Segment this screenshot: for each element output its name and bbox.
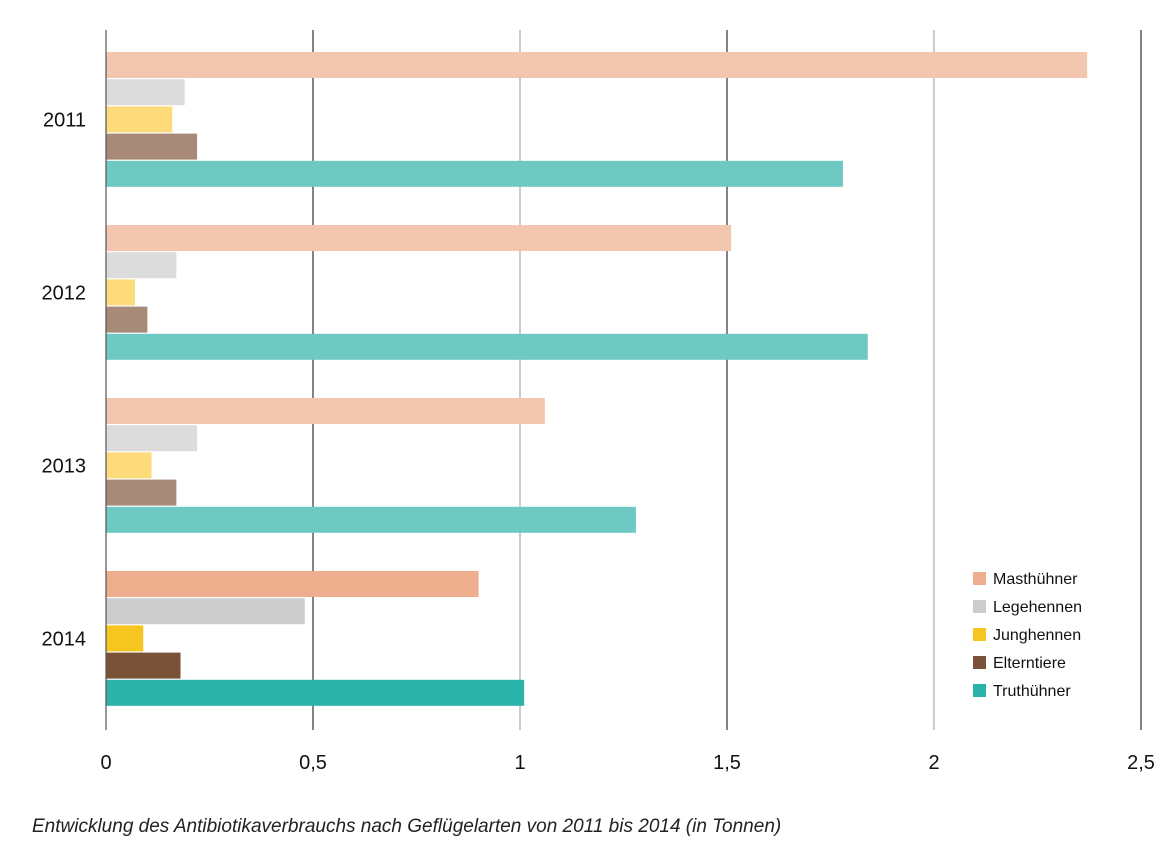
bar-2012-elterntiere: [106, 306, 148, 333]
bar-2011-junghennen: [106, 106, 173, 133]
category-labels: 2011 2012 2013 2014: [42, 109, 87, 650]
category-label-2012: 2012: [42, 282, 87, 304]
legend-swatch-legehennen: [973, 600, 986, 613]
legend-swatch-elterntiere: [973, 656, 986, 669]
x-tick-label-5: 2,5: [1127, 752, 1155, 774]
x-tick-label-0: 0: [100, 752, 111, 774]
bars: [106, 52, 1088, 706]
gridlines: [312, 30, 1142, 730]
bar-2011-masthühner: [106, 52, 1088, 78]
bar-2014-junghennen: [106, 625, 144, 652]
legend-swatch-masthühner: [973, 572, 986, 585]
bar-2014-truthühner: [106, 679, 525, 706]
bar-2013-truthühner: [106, 506, 636, 533]
legend-label-elterntiere: Elterntiere: [993, 655, 1066, 672]
x-tick-label-4: 2: [928, 752, 939, 774]
bar-2013-elterntiere: [106, 479, 177, 506]
legend-label-junghennen: Junghennen: [993, 627, 1081, 644]
bar-2011-elterntiere: [106, 133, 198, 160]
bar-2012-junghennen: [106, 279, 135, 306]
legend-label-masthühner: Masthühner: [993, 571, 1078, 588]
bar-2014-legehennen: [106, 598, 305, 625]
bar-2013-masthühner: [106, 398, 545, 424]
bar-2012-legehennen: [106, 252, 177, 279]
x-tick-label-1: 0,5: [299, 752, 327, 774]
bar-chart: 0 0,5 1 1,5 2 2,5 2011 2012 2013 2014 Masthühner…: [42, 30, 1155, 774]
bar-2014-masthühner: [106, 571, 479, 597]
category-label-2013: 2013: [42, 455, 87, 477]
x-tick-labels: 0 0,5 1 1,5 2 2,5: [100, 752, 1154, 774]
bar-2011-legehennen: [106, 79, 185, 106]
legend-swatch-junghennen: [973, 628, 986, 641]
legend-label-legehennen: Legehennen: [993, 599, 1082, 616]
bar-2012-masthühner: [106, 225, 732, 251]
bar-2014-elterntiere: [106, 652, 181, 679]
category-label-2014: 2014: [42, 628, 87, 650]
bar-2012-truthühner: [106, 333, 868, 360]
x-tick-label-3: 1,5: [713, 752, 741, 774]
x-tick-label-2: 1: [514, 752, 525, 774]
bar-2011-truthühner: [106, 160, 843, 187]
bar-2013-legehennen: [106, 425, 198, 452]
legend-label-truthühner: Truthühner: [993, 683, 1071, 700]
chart-caption: Entwicklung des Antibiotikaverbrauchs na…: [32, 816, 782, 837]
legend: Masthühner Legehennen Junghennen Elterntier…: [973, 571, 1082, 700]
legend-swatch-truthühner: [973, 684, 986, 697]
category-label-2011: 2011: [43, 109, 86, 131]
bar-2013-junghennen: [106, 452, 152, 479]
